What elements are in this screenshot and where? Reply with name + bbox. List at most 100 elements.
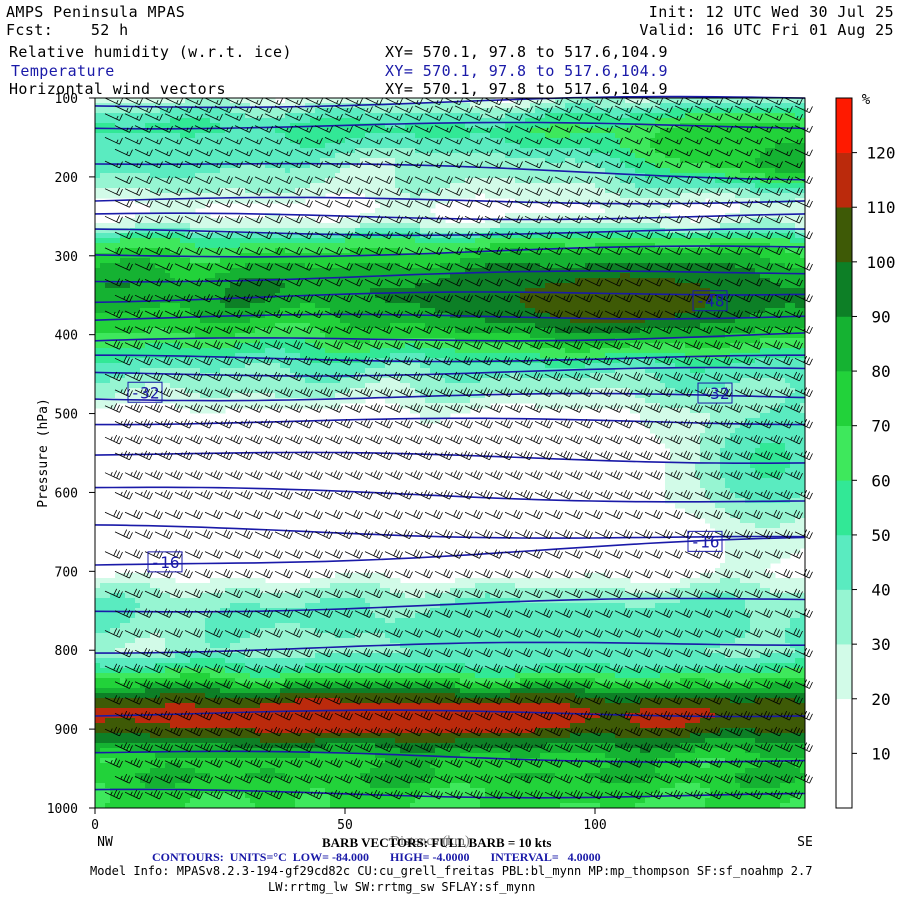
rh-cell bbox=[95, 578, 176, 584]
wind-barb bbox=[584, 588, 603, 599]
wind-barb bbox=[224, 137, 243, 145]
temperature-contour bbox=[94, 451, 806, 464]
wind-barb bbox=[544, 278, 563, 287]
wind-barb bbox=[314, 710, 333, 721]
wind-barb bbox=[644, 309, 663, 319]
wind-barb bbox=[344, 663, 363, 674]
rh-cell bbox=[190, 223, 361, 229]
wind-barb bbox=[294, 148, 313, 157]
wind-barb bbox=[444, 434, 463, 445]
rh-cell bbox=[385, 363, 421, 369]
wind-barb bbox=[414, 387, 433, 398]
wind-barb bbox=[724, 695, 743, 705]
wind-barb bbox=[764, 509, 783, 520]
wind-barb bbox=[524, 726, 543, 737]
wind-barb bbox=[764, 215, 783, 224]
rh-cell bbox=[395, 183, 451, 189]
wind-barb bbox=[464, 628, 483, 638]
rh-cell bbox=[705, 738, 756, 744]
wind-barb bbox=[344, 160, 363, 169]
rh-cell bbox=[290, 368, 366, 374]
wind-barb bbox=[284, 160, 303, 169]
wind-barb bbox=[714, 125, 733, 133]
wind-barb bbox=[554, 199, 573, 208]
wind-barb bbox=[504, 215, 523, 224]
wind-barb bbox=[254, 199, 273, 208]
rh-cell bbox=[320, 598, 366, 604]
wind-barb bbox=[164, 758, 183, 768]
wind-barb bbox=[124, 278, 143, 287]
wind-barb bbox=[694, 105, 713, 114]
colorbar-label: 100 bbox=[867, 253, 896, 272]
wind-barb bbox=[744, 758, 763, 768]
wind-barb bbox=[144, 470, 163, 480]
rh-cell bbox=[755, 158, 806, 164]
rh-cell bbox=[530, 103, 566, 109]
wind-barb bbox=[124, 371, 143, 382]
contour-label: -48 bbox=[696, 292, 725, 311]
wind-barb bbox=[344, 695, 363, 705]
rh-cell bbox=[280, 688, 461, 694]
wind-barb bbox=[154, 490, 173, 500]
wind-barb bbox=[584, 509, 603, 520]
wind-barb bbox=[174, 647, 193, 658]
wind-barb bbox=[794, 325, 813, 334]
wind-barb bbox=[404, 628, 423, 638]
wind-barb bbox=[404, 470, 423, 480]
wind-barb bbox=[244, 663, 263, 674]
wind-barb bbox=[174, 742, 193, 753]
wind-barb bbox=[164, 371, 183, 382]
wind-barb bbox=[634, 294, 653, 303]
wind-barb bbox=[744, 726, 763, 737]
rh-cell bbox=[655, 768, 746, 774]
wind-barb bbox=[254, 742, 273, 753]
wind-barb bbox=[134, 529, 153, 540]
rh-cell bbox=[690, 733, 806, 739]
wind-barb bbox=[304, 509, 323, 520]
wind-barb bbox=[764, 726, 783, 737]
wind-barb bbox=[194, 710, 213, 721]
rh-cell bbox=[720, 728, 756, 734]
rh-cell bbox=[455, 683, 521, 689]
wind-barb bbox=[744, 113, 763, 121]
rh-cell bbox=[725, 483, 806, 489]
wind-barb bbox=[304, 549, 323, 559]
rh-cell bbox=[505, 123, 551, 129]
wind-barb bbox=[264, 758, 283, 768]
rh-cell bbox=[115, 123, 146, 129]
wind-barb bbox=[614, 105, 633, 114]
rh-cell bbox=[710, 418, 746, 424]
rh-cell bbox=[565, 243, 596, 249]
rh-cell bbox=[760, 763, 796, 769]
wind-barb bbox=[774, 450, 793, 461]
wind-barb bbox=[334, 175, 353, 185]
wind-barb bbox=[724, 97, 743, 106]
wind-barb bbox=[284, 758, 303, 768]
rh-cell bbox=[590, 683, 771, 689]
wind-barb bbox=[624, 340, 643, 350]
rh-cell bbox=[760, 153, 806, 159]
rh-cell bbox=[395, 173, 616, 179]
rh-cell bbox=[260, 768, 276, 774]
rh-cell bbox=[230, 268, 466, 274]
wind-barb bbox=[424, 113, 443, 121]
wind-barb bbox=[564, 588, 583, 599]
wind-barb bbox=[434, 529, 453, 540]
wind-barb bbox=[144, 434, 163, 445]
rh-cell bbox=[105, 783, 146, 789]
wind-barb bbox=[504, 470, 523, 480]
wind-barb bbox=[434, 679, 453, 689]
rh-cell bbox=[165, 648, 411, 654]
wind-barb bbox=[244, 371, 263, 382]
rh-cell bbox=[720, 453, 751, 459]
rh-cell bbox=[330, 583, 381, 589]
temperature-contour bbox=[94, 291, 806, 304]
rh-cell bbox=[725, 558, 781, 564]
wind-barb bbox=[114, 231, 133, 240]
rh-cell bbox=[510, 753, 541, 759]
wind-barb bbox=[134, 608, 153, 618]
rh-cell bbox=[305, 603, 371, 609]
wind-barb bbox=[684, 160, 703, 169]
wind-barb bbox=[724, 434, 743, 445]
wind-barb bbox=[114, 294, 133, 303]
